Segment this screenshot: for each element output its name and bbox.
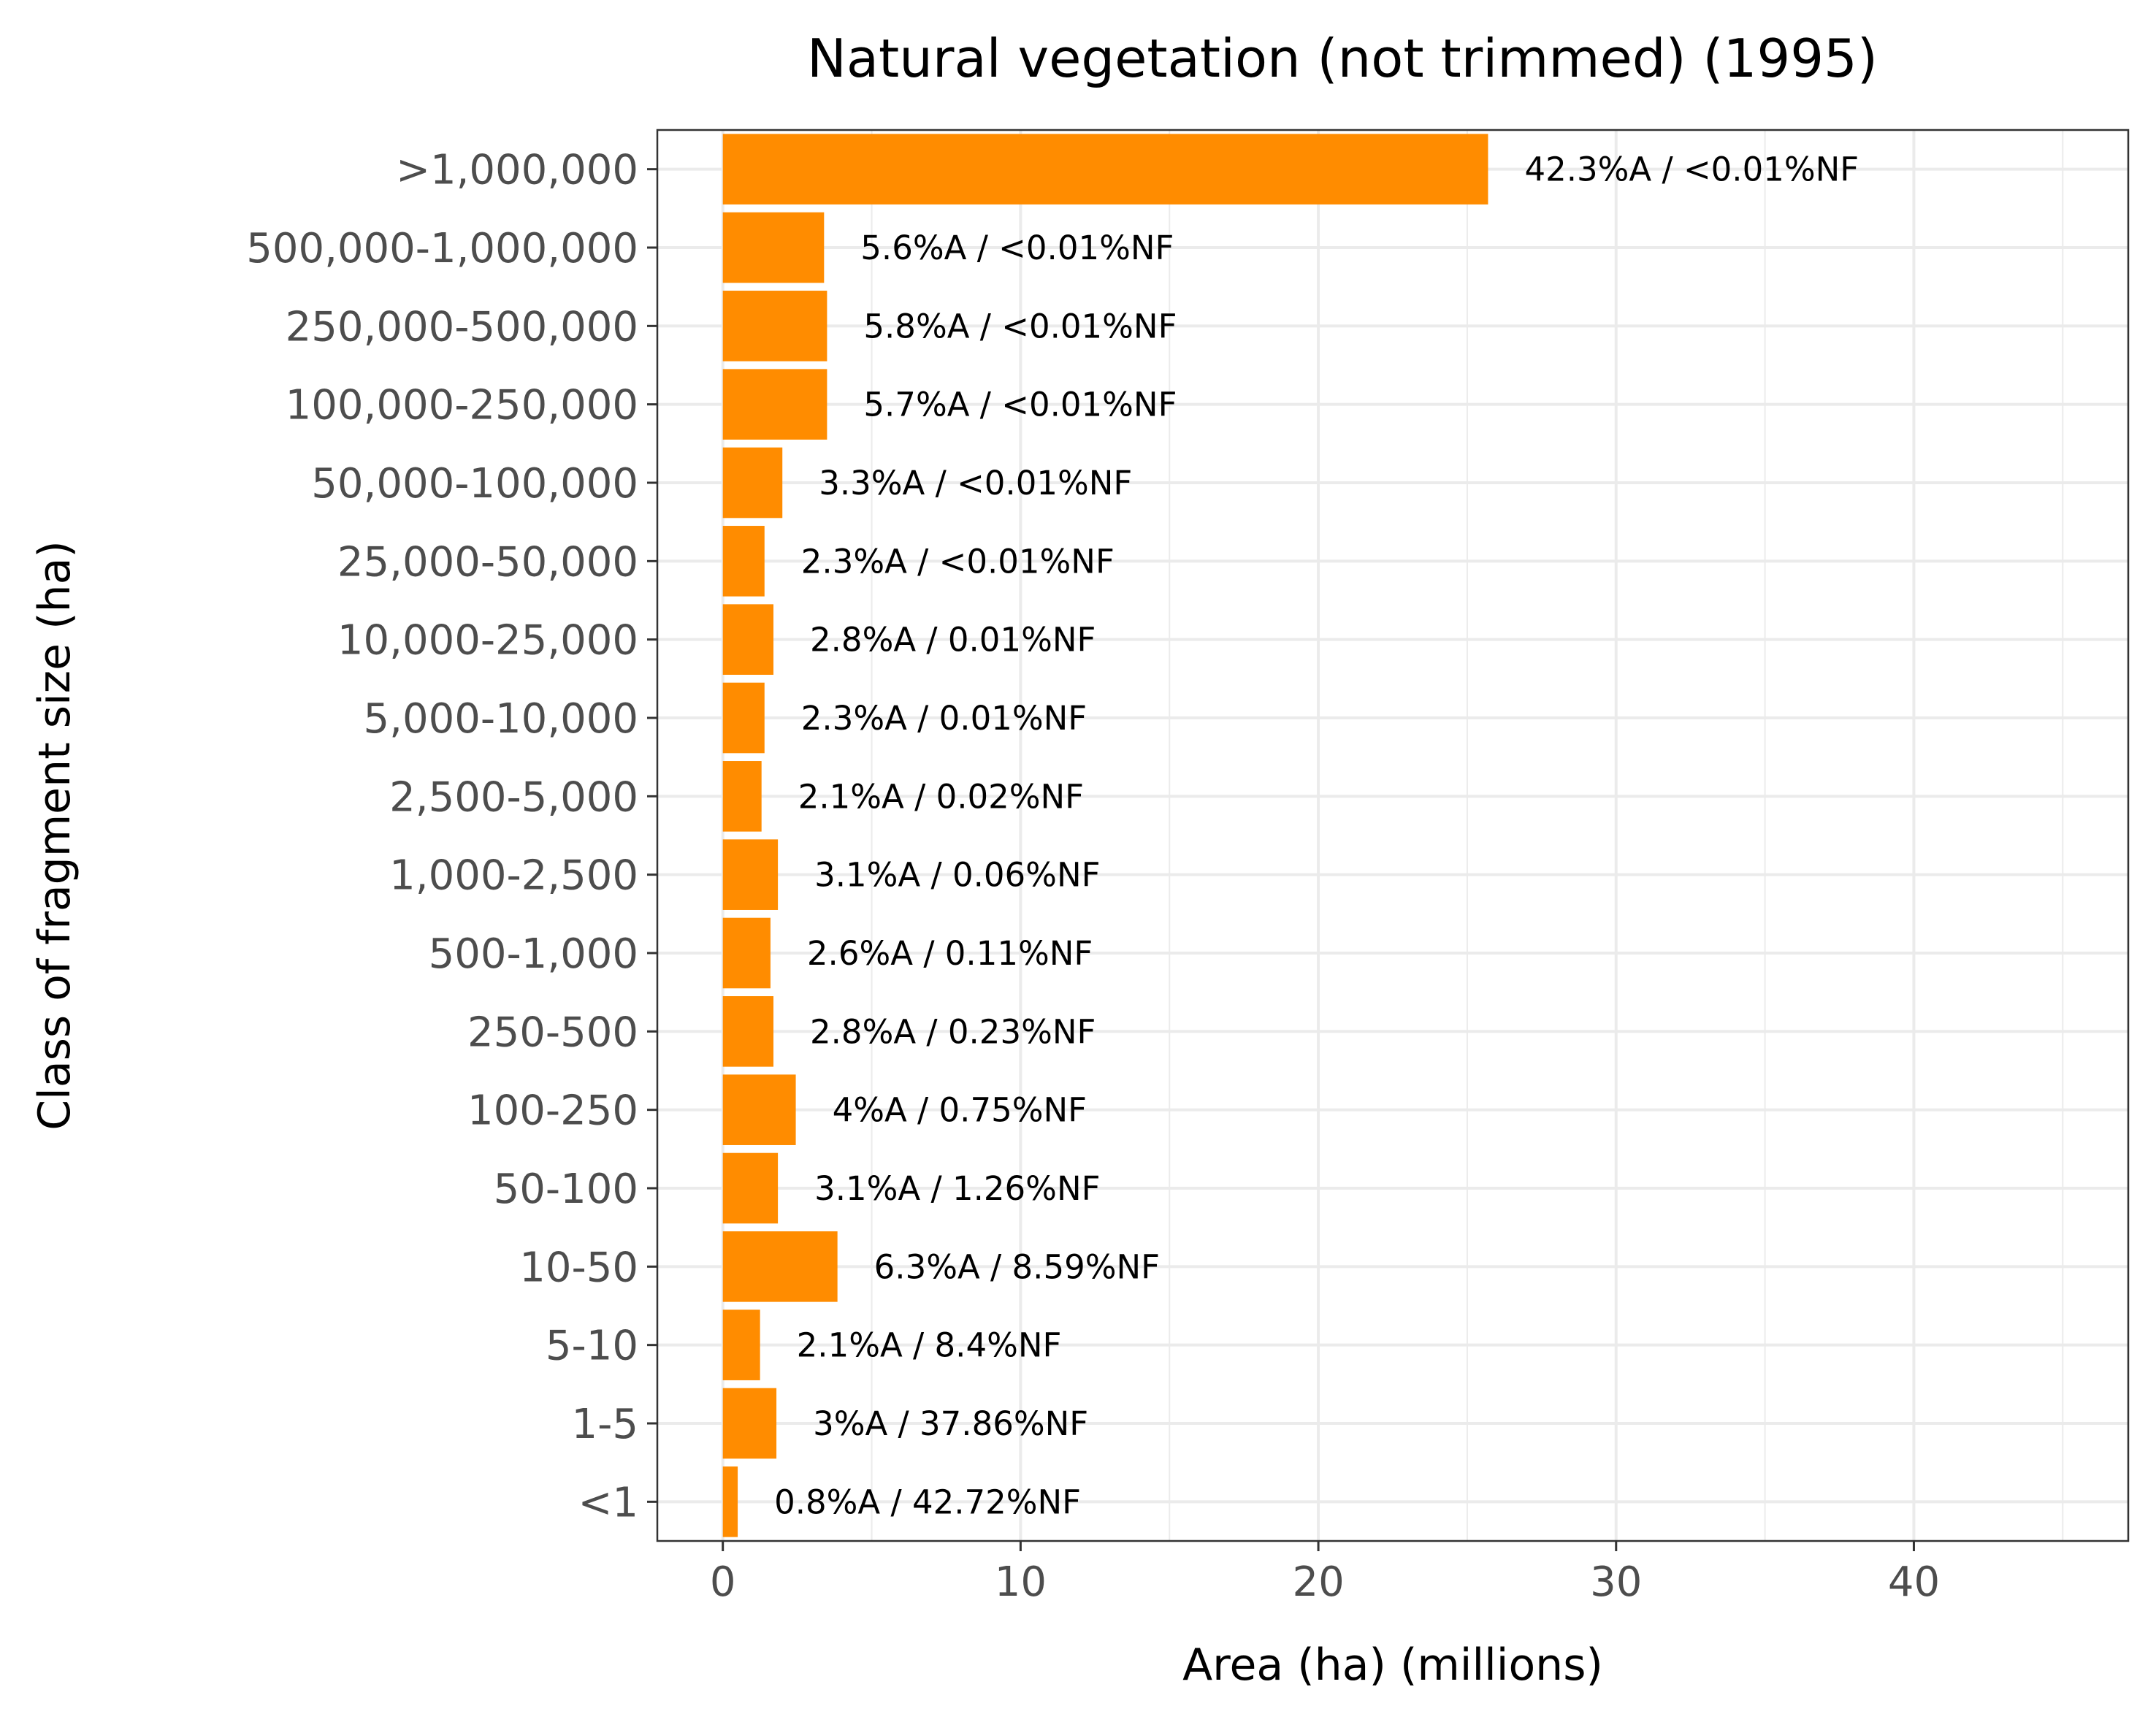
- data-label: 2.8%A / 0.23%NF: [810, 1012, 1096, 1051]
- y-axis: >1,000,000 500,000-1,000,000 250,000-500,0…: [246, 147, 657, 1526]
- y-tick-label: 5,000-10,000: [364, 695, 638, 743]
- data-labels: 42.3%A / <0.01%NF 5.6%A / <0.01%NF 5.8%A /…: [774, 150, 1859, 1522]
- y-tick-label: 10-50: [519, 1244, 638, 1291]
- bar: [722, 369, 827, 440]
- bar: [722, 761, 762, 832]
- chart-title: Natural vegetation (not trimmed) (1995): [807, 28, 1878, 89]
- bar: [722, 839, 779, 910]
- y-tick-label: 1,000-2,500: [389, 852, 638, 900]
- x-axis: 0 10 20 30 40: [710, 1541, 1940, 1606]
- bar: [722, 1231, 838, 1302]
- data-label: 2.8%A / 0.01%NF: [810, 621, 1096, 659]
- data-label: 2.3%A / <0.01%NF: [801, 542, 1115, 581]
- data-label: 2.1%A / 8.4%NF: [797, 1326, 1062, 1365]
- bar: [722, 917, 771, 989]
- y-tick-label: 2,500-5,000: [389, 773, 638, 821]
- gridlines: [657, 130, 2128, 1541]
- y-tick-label: 500-1,000: [429, 930, 638, 978]
- y-tick-label: 250,000-500,000: [286, 303, 638, 351]
- x-tick-label: 30: [1590, 1558, 1642, 1606]
- y-axis-title: Class of fragment size (ha): [29, 540, 80, 1130]
- data-label: 2.1%A / 0.02%NF: [798, 777, 1084, 816]
- bar: [722, 447, 783, 519]
- bar: [722, 134, 1488, 204]
- data-label: 4%A / 0.75%NF: [833, 1091, 1087, 1130]
- data-label: 5.7%A / <0.01%NF: [863, 386, 1177, 424]
- data-label: 0.8%A / 42.72%NF: [774, 1483, 1081, 1521]
- y-tick-label: >1,000,000: [396, 147, 638, 194]
- bar: [722, 212, 825, 283]
- bar: [722, 1074, 796, 1145]
- y-tick-label: 100-250: [467, 1087, 638, 1135]
- bar: [722, 1152, 779, 1224]
- y-tick-label: 50,000-100,000: [311, 460, 638, 508]
- x-axis-title: Area (ha) (millions): [1182, 1640, 1603, 1691]
- bar: [722, 526, 765, 597]
- plot-panel: [657, 130, 2128, 1541]
- bar: [722, 682, 765, 754]
- bars: [722, 134, 1488, 1537]
- data-label: 6.3%A / 8.59%NF: [874, 1247, 1160, 1286]
- y-tick-label: 50-100: [494, 1166, 638, 1213]
- bar: [722, 291, 827, 362]
- data-label: 42.3%A / <0.01%NF: [1524, 150, 1859, 189]
- y-tick-label: 5-10: [546, 1323, 638, 1370]
- y-tick-label: 250-500: [467, 1009, 638, 1056]
- y-tick-label: <1: [578, 1479, 638, 1526]
- bar: [722, 996, 773, 1067]
- y-tick-label: 500,000-1,000,000: [246, 225, 638, 272]
- data-label: 2.6%A / 0.11%NF: [807, 934, 1093, 973]
- bar: [722, 604, 773, 675]
- data-label: 3.1%A / 1.26%NF: [814, 1169, 1100, 1208]
- y-tick-label: 25,000-50,000: [337, 538, 638, 586]
- x-tick-label: 40: [1888, 1558, 1940, 1606]
- y-tick-label: 10,000-25,000: [337, 617, 638, 665]
- bar: [722, 1466, 738, 1537]
- data-label: 3.1%A / 0.06%NF: [814, 856, 1100, 895]
- y-tick-label: 100,000-250,000: [286, 382, 638, 429]
- x-tick-label: 0: [710, 1558, 736, 1606]
- plot-border: [656, 129, 2130, 1542]
- data-label: 3.3%A / <0.01%NF: [819, 464, 1132, 502]
- y-tick-label: 1-5: [572, 1401, 638, 1448]
- data-label: 5.6%A / <0.01%NF: [860, 229, 1174, 267]
- data-label: 2.3%A / 0.01%NF: [801, 699, 1087, 738]
- x-tick-label: 10: [995, 1558, 1047, 1606]
- x-tick-label: 20: [1292, 1558, 1344, 1606]
- data-label: 5.8%A / <0.01%NF: [863, 307, 1177, 345]
- bar: [722, 1388, 777, 1459]
- bar: [722, 1309, 760, 1380]
- data-label: 3%A / 37.86%NF: [813, 1404, 1088, 1443]
